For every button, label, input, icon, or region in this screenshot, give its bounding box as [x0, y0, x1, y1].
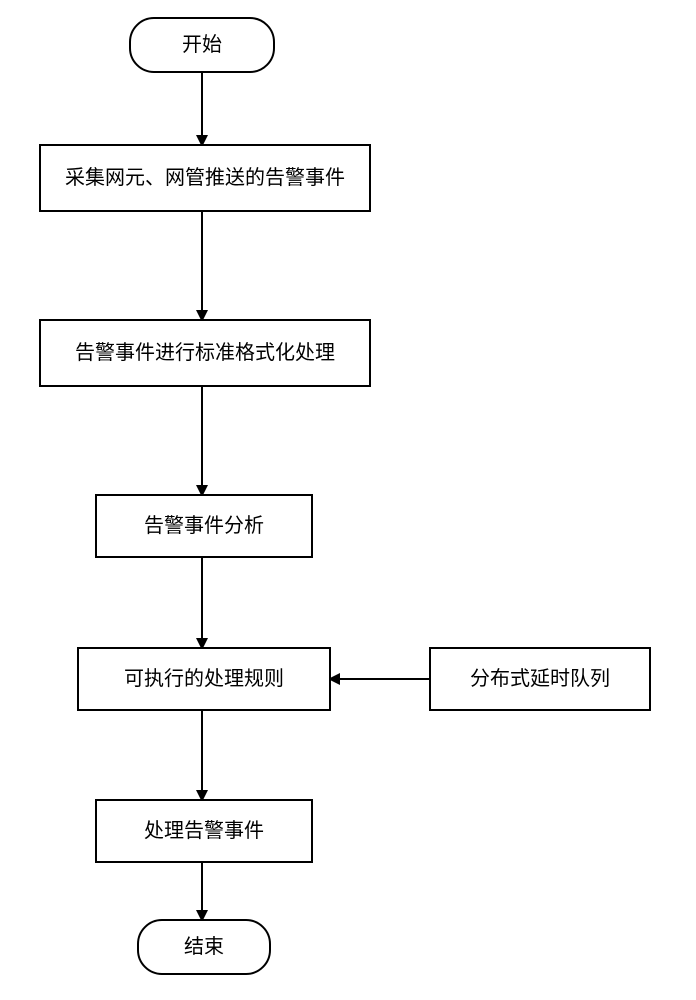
node-start: 开始: [130, 18, 274, 72]
node-analyze: 告警事件分析: [96, 495, 312, 557]
node-handle-label: 处理告警事件: [144, 819, 264, 842]
node-rules: 可执行的处理规则: [78, 648, 330, 710]
node-collect-label: 采集网元、网管推送的告警事件: [65, 166, 345, 189]
node-queue: 分布式延时队列: [430, 648, 650, 710]
flowchart-canvas: 开始采集网元、网管推送的告警事件告警事件进行标准格式化处理告警事件分析可执行的处…: [0, 0, 696, 1000]
node-rules-label: 可执行的处理规则: [124, 667, 284, 690]
node-queue-label: 分布式延时队列: [470, 667, 610, 690]
node-analyze-label: 告警事件分析: [144, 514, 264, 537]
node-start-label: 开始: [182, 33, 222, 56]
node-format-label: 告警事件进行标准格式化处理: [75, 341, 335, 364]
node-handle: 处理告警事件: [96, 800, 312, 862]
node-end: 结束: [138, 920, 270, 974]
node-format: 告警事件进行标准格式化处理: [40, 320, 370, 386]
node-collect: 采集网元、网管推送的告警事件: [40, 145, 370, 211]
node-end-label: 结束: [184, 935, 224, 958]
